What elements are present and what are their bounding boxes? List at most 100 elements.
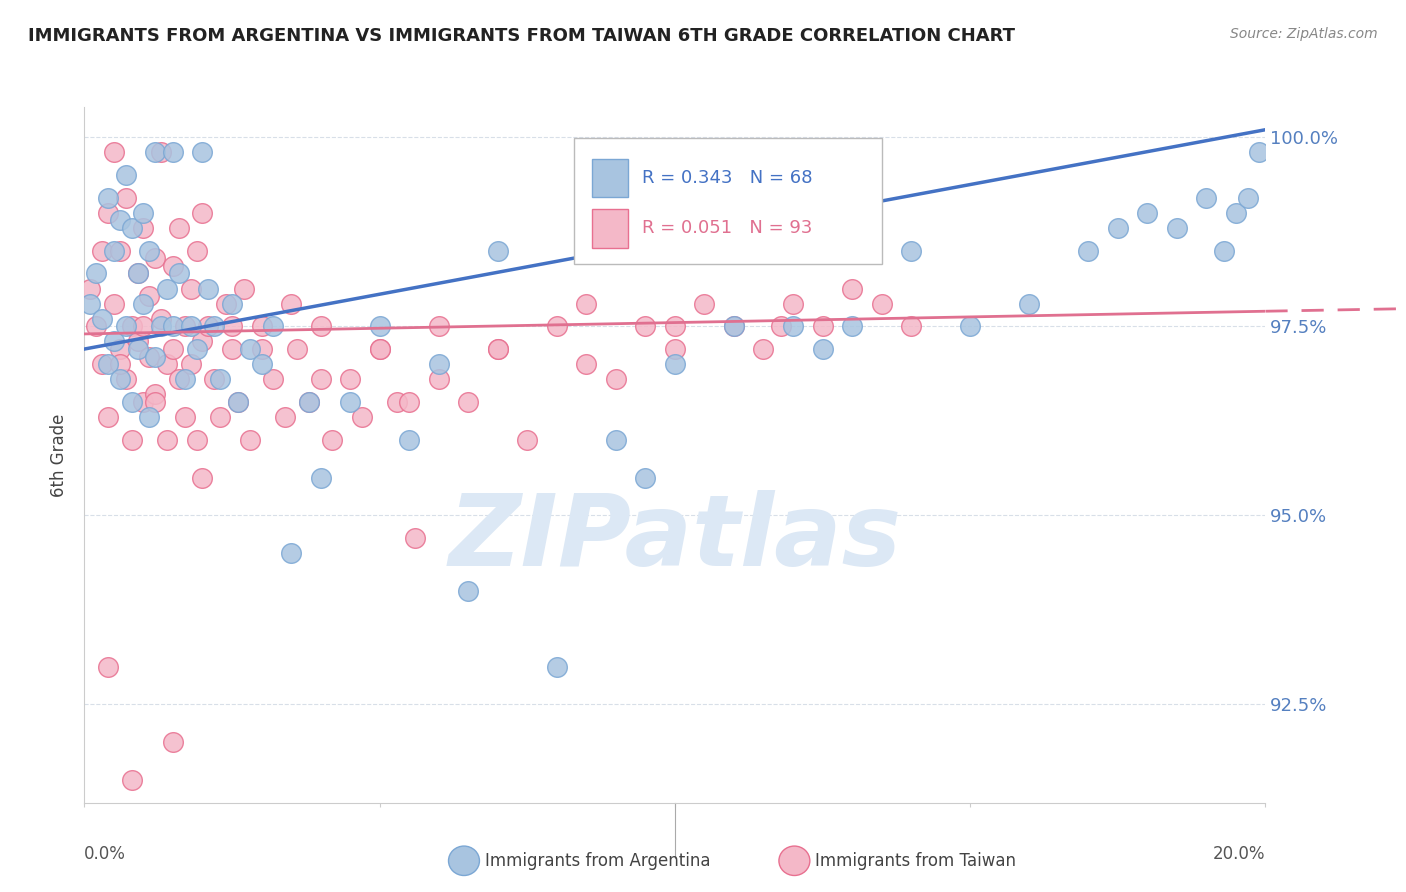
Point [239, 342, 262, 356]
Point [162, 319, 184, 334]
Point [427, 372, 450, 386]
Point [167, 267, 190, 281]
Point [693, 244, 716, 258]
Point [546, 659, 568, 673]
Point [221, 296, 243, 310]
Point [811, 342, 834, 356]
Point [180, 357, 202, 371]
Point [1236, 191, 1258, 205]
Point [782, 296, 804, 310]
Point [97, 206, 120, 220]
Point [127, 267, 149, 281]
Point [368, 342, 391, 356]
Point [138, 410, 160, 425]
Point [226, 395, 249, 409]
Point [186, 342, 208, 356]
Point [1225, 206, 1247, 220]
Text: R = 0.343   N = 68: R = 0.343 N = 68 [641, 169, 813, 187]
Point [97, 410, 120, 425]
Point [132, 319, 155, 334]
Point [723, 319, 745, 334]
Point [209, 372, 232, 386]
Point [180, 281, 202, 295]
Point [103, 334, 125, 349]
Point [138, 289, 160, 303]
Point [156, 357, 179, 371]
Point [91, 311, 114, 326]
Point [664, 342, 686, 356]
Point [752, 342, 775, 356]
Point [97, 659, 120, 673]
Point [486, 244, 509, 258]
Point [132, 395, 155, 409]
Point [143, 252, 166, 266]
Point [1213, 244, 1236, 258]
Point [664, 319, 686, 334]
Point [127, 334, 149, 349]
Point [167, 221, 190, 235]
Point [143, 145, 166, 160]
Text: R = 0.051   N = 93: R = 0.051 N = 93 [641, 219, 813, 237]
Point [132, 296, 155, 310]
Point [285, 342, 308, 356]
Point [121, 395, 143, 409]
Point [900, 244, 922, 258]
Point [1107, 221, 1129, 235]
Point [634, 319, 657, 334]
Point [143, 350, 166, 364]
Point [180, 319, 202, 334]
Point [321, 433, 343, 447]
Point [114, 372, 136, 386]
Point [221, 342, 243, 356]
Point [191, 145, 214, 160]
Point [634, 470, 657, 484]
Point [1195, 191, 1218, 205]
Point [486, 342, 509, 356]
Point [1166, 221, 1188, 235]
Point [209, 410, 232, 425]
Point [121, 773, 143, 788]
FancyBboxPatch shape [575, 138, 882, 263]
Point [693, 296, 716, 310]
Point [162, 342, 184, 356]
Text: 20.0%: 20.0% [1213, 845, 1265, 863]
Point [108, 357, 131, 371]
Point [191, 470, 214, 484]
Point [1249, 145, 1271, 160]
Point [150, 145, 173, 160]
Point [97, 191, 120, 205]
Point [870, 296, 893, 310]
Point [486, 342, 509, 356]
Point [108, 372, 131, 386]
Point [298, 395, 321, 409]
Text: ZIPatlas: ZIPatlas [449, 490, 901, 587]
Point [202, 372, 225, 386]
Point [121, 319, 143, 334]
Point [186, 433, 208, 447]
Point [114, 168, 136, 182]
Point [84, 319, 107, 334]
Point [404, 531, 426, 545]
Point [127, 342, 149, 356]
Point [723, 319, 745, 334]
Point [274, 410, 297, 425]
Point [108, 213, 131, 227]
Text: 0.0%: 0.0% [84, 845, 127, 863]
Point [232, 281, 254, 295]
Point [516, 433, 538, 447]
Point [368, 342, 391, 356]
Point [215, 296, 238, 310]
Point [457, 584, 479, 599]
Text: IMMIGRANTS FROM ARGENTINA VS IMMIGRANTS FROM TAIWAN 6TH GRADE CORRELATION CHART: IMMIGRANTS FROM ARGENTINA VS IMMIGRANTS … [28, 27, 1015, 45]
Point [143, 387, 166, 401]
Point [202, 319, 225, 334]
Point [1018, 296, 1040, 310]
Point [350, 410, 373, 425]
Point [250, 319, 273, 334]
Point [605, 372, 627, 386]
Point [575, 357, 598, 371]
Point [309, 372, 332, 386]
Point [298, 395, 321, 409]
Point [138, 244, 160, 258]
Point [427, 357, 450, 371]
